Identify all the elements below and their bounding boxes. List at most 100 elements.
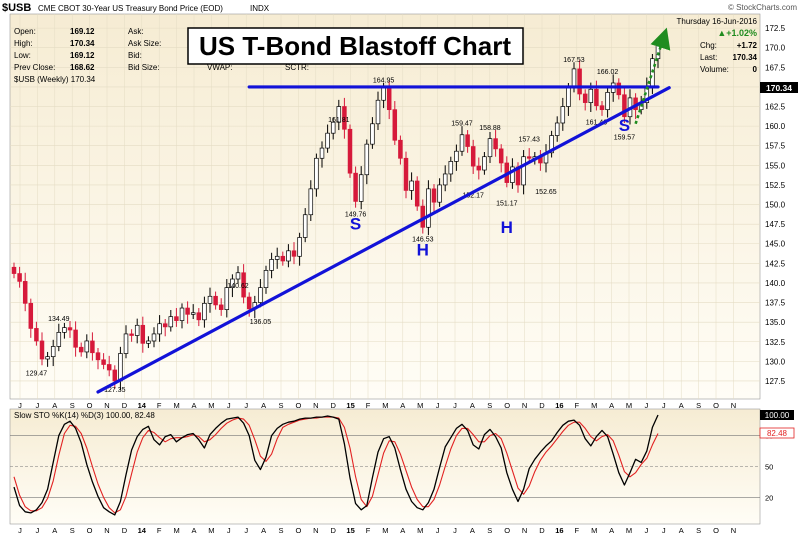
price-label: 129.47 xyxy=(26,371,48,378)
ask-label: Ask: xyxy=(128,27,144,36)
x-tick-label: J xyxy=(244,401,248,410)
y-tick-label: 147.5 xyxy=(765,220,786,229)
candle-body xyxy=(386,87,392,111)
x-tick-label: M xyxy=(626,526,632,535)
stat-label-prev-close: Prev Close: xyxy=(14,63,55,72)
candle-body xyxy=(370,123,375,145)
last-value: 170.34 xyxy=(733,53,758,62)
price-label: 164.95 xyxy=(373,77,395,84)
candle-body xyxy=(168,316,174,328)
candle-body xyxy=(202,302,207,321)
candle-body xyxy=(246,296,252,310)
x-tick-label: D xyxy=(539,401,545,410)
candle-body xyxy=(50,346,56,358)
price-label: 152.65 xyxy=(535,189,557,196)
price-label: 149.76 xyxy=(345,211,367,218)
candle-body xyxy=(510,166,515,183)
x-tick-label: O xyxy=(295,526,301,535)
candle-body xyxy=(302,214,308,238)
indicator-title: Slow STO %K(14) %D(3) 100.00, 82.48 xyxy=(14,411,155,420)
x-tick-label: S xyxy=(696,526,701,535)
x-tick-label: J xyxy=(18,526,22,535)
y-tick-label: 137.5 xyxy=(765,299,786,308)
candle-body xyxy=(594,88,599,107)
candle-body xyxy=(291,250,297,257)
candle-body xyxy=(336,106,342,123)
x-tick-label: O xyxy=(713,401,719,410)
x-tick-label: O xyxy=(295,401,301,410)
x-tick-label: F xyxy=(157,526,162,535)
chg-value: +1.72 xyxy=(737,41,758,50)
price-grid xyxy=(10,14,760,399)
y-tick-label: 127.5 xyxy=(765,377,786,386)
candle-body xyxy=(347,128,353,174)
x-tick-label: M xyxy=(208,526,214,535)
y-tick-label: 150.0 xyxy=(765,201,786,210)
x-tick-label: M xyxy=(173,401,179,410)
candle-body xyxy=(342,106,347,130)
candle-body xyxy=(185,307,190,315)
stat-value-high: 170.34 xyxy=(70,39,95,48)
x-tick-label: A xyxy=(52,526,57,535)
description-label: CME CBOT 30-Year US Treasury Bond Price … xyxy=(38,4,223,13)
candle-body xyxy=(498,148,504,164)
candle-body xyxy=(162,323,168,328)
pattern-label: H xyxy=(501,218,513,237)
candle-body xyxy=(454,150,459,162)
x-tick-label: 14 xyxy=(138,401,147,410)
x-tick-label: J xyxy=(227,526,231,535)
price-label: 158.88 xyxy=(479,125,501,132)
price-label: 127.35 xyxy=(104,387,126,394)
price-label: 161.81 xyxy=(328,117,350,124)
x-tick-label: A xyxy=(261,401,266,410)
candle-body xyxy=(521,156,526,186)
x-tick-label: A xyxy=(679,401,684,410)
chg-label: Chg: xyxy=(700,41,717,50)
candle-body xyxy=(84,340,90,353)
x-tick-label: 16 xyxy=(555,526,563,535)
candle-body xyxy=(90,340,95,354)
x-tick-label: F xyxy=(157,401,162,410)
candle-body xyxy=(482,156,487,171)
indicator-grid xyxy=(10,435,760,498)
x-tick-label: J xyxy=(662,526,666,535)
candle-body xyxy=(577,68,582,95)
candle-body xyxy=(442,173,448,186)
x-tick-label: J xyxy=(453,401,457,410)
y-tick-label: 167.5 xyxy=(765,63,786,72)
candle-body xyxy=(487,138,493,158)
last-label: Last: xyxy=(700,53,717,62)
stat-label-low: Low: xyxy=(14,51,31,60)
candle-body xyxy=(392,109,398,141)
bid-label: Bid: xyxy=(128,51,142,60)
x-tick-label: A xyxy=(191,526,196,535)
candle-body xyxy=(414,180,420,207)
x-tick-label: J xyxy=(436,526,440,535)
stat-label-high: High: xyxy=(14,39,33,48)
x-tick-label: A xyxy=(470,526,475,535)
x-tick-label: O xyxy=(713,526,719,535)
candle-body xyxy=(67,327,73,331)
last-price-badge xyxy=(760,82,798,93)
volume-label: Volume: xyxy=(700,65,729,74)
x-tick-label: A xyxy=(609,526,614,535)
candle-body xyxy=(353,172,358,202)
candle-body xyxy=(398,139,403,159)
change-pct: ▲+1.02% xyxy=(717,28,757,38)
y-tick-label: 152.5 xyxy=(765,181,786,190)
indicator-tick-label: 50 xyxy=(765,463,773,472)
candle-body xyxy=(560,106,566,124)
y-tick-label: 170.0 xyxy=(765,44,786,53)
x-tick-label: 14 xyxy=(138,526,147,535)
candle-body xyxy=(437,184,442,203)
candle-body xyxy=(112,369,118,382)
candle-body xyxy=(28,302,34,329)
symbol-label: $USB xyxy=(2,2,31,14)
candle-body xyxy=(118,353,123,382)
candle-body xyxy=(11,266,17,274)
candle-body xyxy=(465,134,470,147)
candle-body xyxy=(403,157,409,191)
vwap-label: VWAP: xyxy=(207,63,232,72)
